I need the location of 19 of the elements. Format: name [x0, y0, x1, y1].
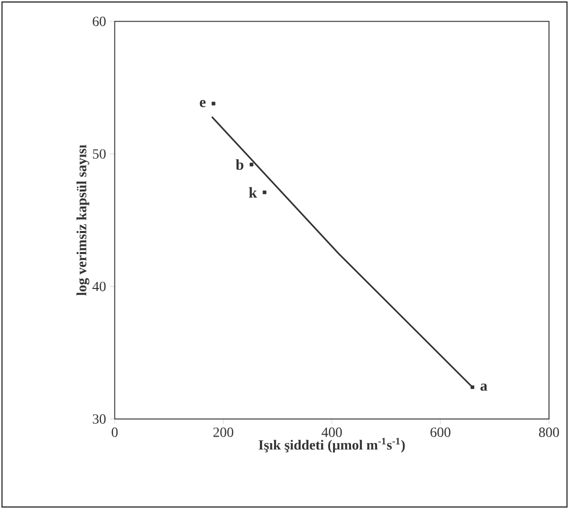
y-tick-label: 30: [92, 414, 106, 424]
x-tick-label: 800: [539, 428, 559, 437]
point: [470, 385, 474, 389]
x-tick-label: 600: [430, 428, 450, 437]
y-tick-label: 40: [92, 282, 106, 292]
point: [212, 102, 216, 106]
y-tick-label: 60: [92, 16, 106, 26]
annotation: b: [236, 159, 244, 170]
x-axis-title: Işık şiddeti (µmol m$^{-1}$s$^{-1}$): [258, 438, 405, 453]
x-tick-label: 400: [322, 428, 342, 437]
x-tick-label: 0: [112, 428, 118, 437]
y-tick-label: 50: [92, 149, 106, 159]
y-axis-title: log verimsiz kapsül sayısı: [76, 144, 90, 296]
annotation: e: [200, 100, 206, 108]
x-tick-label: 200: [213, 428, 234, 437]
annotation: a: [480, 384, 488, 391]
point: [262, 190, 266, 194]
point: [250, 162, 254, 166]
annotation: k: [249, 187, 257, 198]
